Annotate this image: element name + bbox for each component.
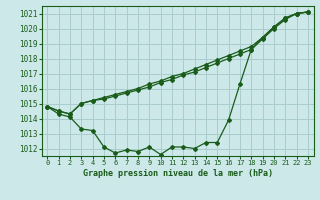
X-axis label: Graphe pression niveau de la mer (hPa): Graphe pression niveau de la mer (hPa) <box>83 169 273 178</box>
